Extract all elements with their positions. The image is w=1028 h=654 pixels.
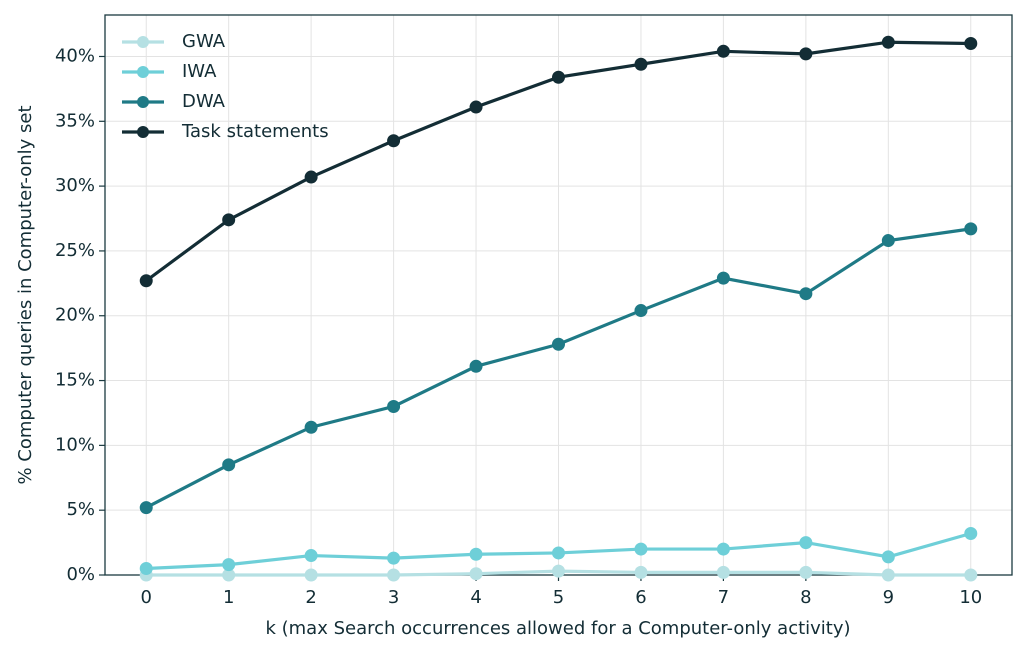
data-point xyxy=(387,568,401,582)
data-point xyxy=(139,274,153,288)
x-tick-label: 3 xyxy=(388,587,399,608)
data-point xyxy=(964,527,978,541)
data-point xyxy=(799,565,813,579)
legend-label: GWA xyxy=(182,31,226,52)
y-tick-label: 30% xyxy=(55,175,95,196)
y-tick-label: 20% xyxy=(55,305,95,326)
x-tick-label: 1 xyxy=(223,587,234,608)
data-point xyxy=(552,564,565,578)
y-tick-label: 15% xyxy=(55,370,95,391)
legend-marker xyxy=(137,126,149,138)
data-point xyxy=(716,44,730,58)
data-point xyxy=(964,37,978,51)
data-point xyxy=(304,568,318,582)
data-point xyxy=(552,70,565,84)
data-point xyxy=(964,568,978,582)
data-point xyxy=(304,420,318,434)
data-point xyxy=(222,458,236,472)
x-tick-label: 2 xyxy=(305,587,316,608)
x-tick-label: 5 xyxy=(553,587,564,608)
legend-label: Task statements xyxy=(181,121,329,142)
data-point xyxy=(222,558,236,572)
x-tick-label: 0 xyxy=(141,587,152,608)
data-point xyxy=(139,562,153,576)
y-tick-label: 5% xyxy=(66,499,95,520)
data-point xyxy=(881,550,895,564)
data-point xyxy=(964,222,978,236)
x-tick-label: 8 xyxy=(800,587,811,608)
data-point xyxy=(881,234,895,248)
y-tick-label: 40% xyxy=(55,45,95,66)
data-point xyxy=(469,359,483,373)
data-point xyxy=(387,551,401,565)
data-point xyxy=(799,536,813,550)
data-point xyxy=(716,271,730,285)
data-point xyxy=(469,100,483,114)
legend-label: IWA xyxy=(182,61,217,82)
y-tick-label: 25% xyxy=(55,240,95,261)
data-point xyxy=(469,567,483,581)
data-point xyxy=(799,47,813,61)
data-point xyxy=(304,170,318,184)
legend-marker xyxy=(137,36,149,48)
data-point xyxy=(634,542,648,556)
data-point xyxy=(387,134,401,148)
x-tick-label: 6 xyxy=(635,587,646,608)
data-point xyxy=(881,35,895,49)
legend-label: DWA xyxy=(182,91,226,112)
data-point xyxy=(799,287,813,301)
data-point xyxy=(387,399,401,413)
data-point xyxy=(881,568,895,582)
legend-marker xyxy=(137,96,149,108)
x-axis-label: k (max Search occurrences allowed for a … xyxy=(265,618,850,639)
data-point xyxy=(552,337,565,351)
data-point xyxy=(469,547,483,561)
data-point xyxy=(139,501,153,515)
data-point xyxy=(716,542,730,556)
y-tick-label: 0% xyxy=(66,564,95,585)
data-point xyxy=(634,304,648,318)
y-tick-label: 35% xyxy=(55,110,95,131)
data-point xyxy=(634,565,648,579)
y-tick-label: 10% xyxy=(55,434,95,455)
data-point xyxy=(304,549,318,563)
x-tick-label: 10 xyxy=(959,587,982,608)
legend-marker xyxy=(137,66,149,78)
x-tick-label: 9 xyxy=(883,587,894,608)
data-point xyxy=(716,565,730,579)
data-point xyxy=(222,213,236,227)
x-tick-label: 7 xyxy=(718,587,729,608)
x-tick-label: 4 xyxy=(470,587,481,608)
data-point xyxy=(634,57,648,71)
data-point xyxy=(552,546,565,560)
y-axis-label: % Computer queries in Computer-only set xyxy=(15,105,36,484)
